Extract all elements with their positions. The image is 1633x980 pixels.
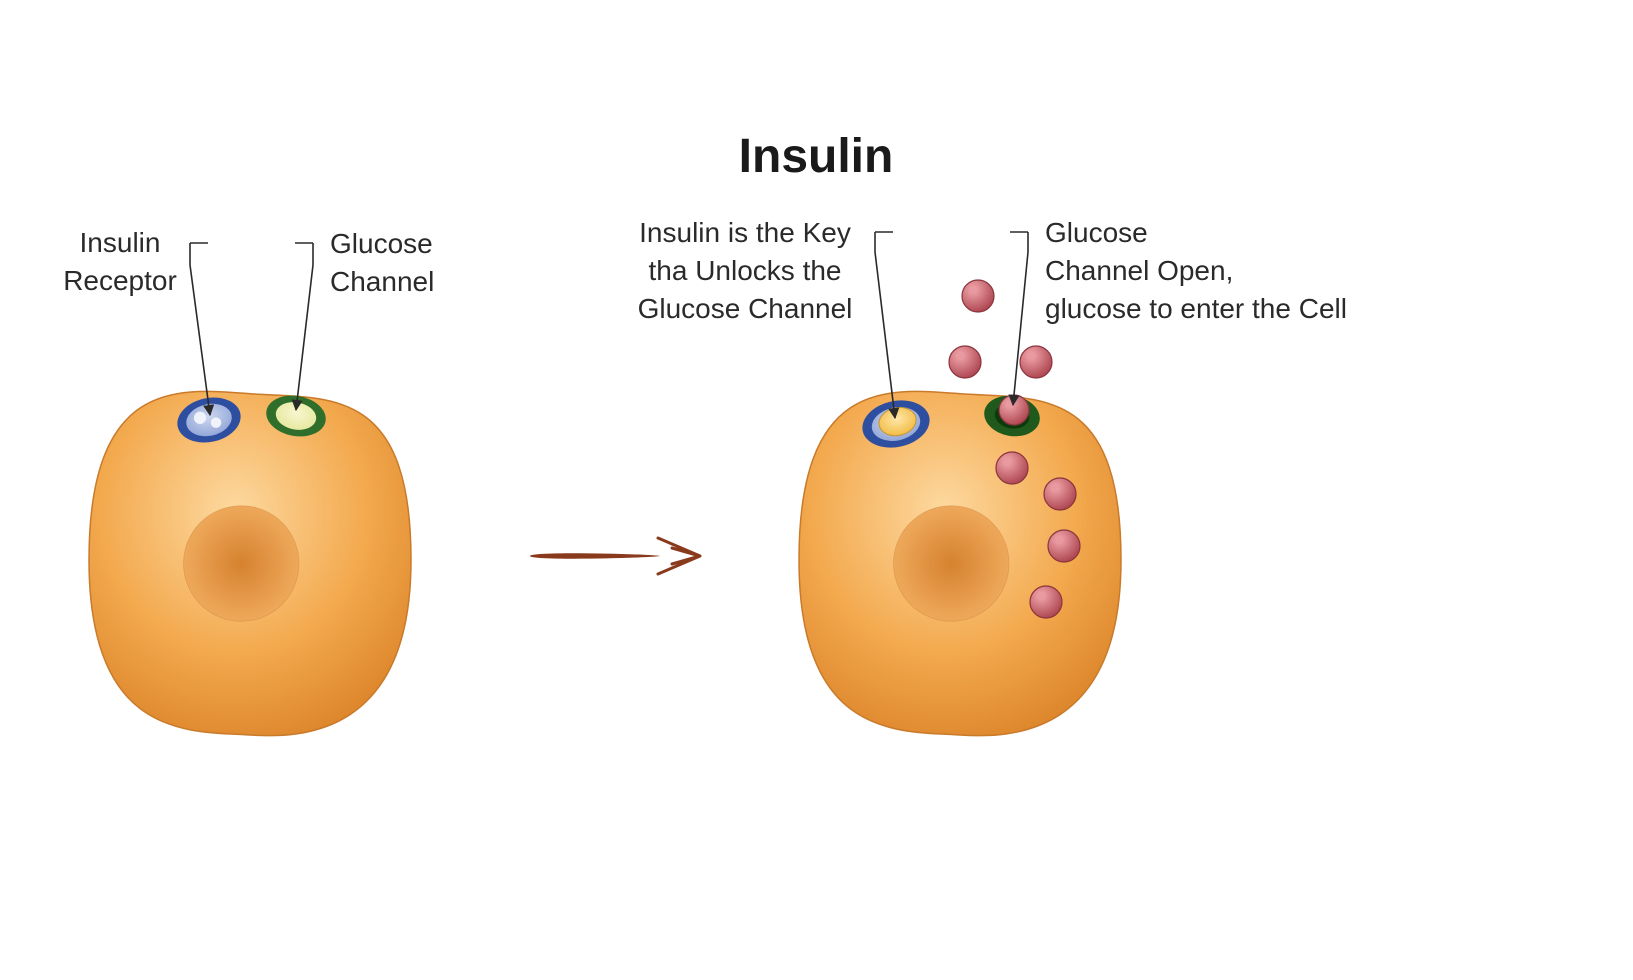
label-insulin_receptor: InsulinReceptor	[63, 227, 210, 415]
label-glucose_channel: GlucoseChannel	[295, 228, 434, 410]
transition-arrow-icon	[530, 538, 700, 574]
glucose-icon	[1020, 346, 1052, 378]
glucose-icon	[1044, 478, 1076, 510]
diagram-title: Insulin	[739, 130, 894, 183]
label-text-insulin_key: Insulin is the Keytha Unlocks theGlucose…	[638, 217, 853, 324]
cell-before	[89, 391, 411, 735]
glucose-icon	[949, 346, 981, 378]
glucose-icon	[1048, 530, 1080, 562]
label-text-channel_open: GlucoseChannel Open,glucose to enter the…	[1045, 217, 1347, 324]
glucose-icon	[1030, 586, 1062, 618]
label-text-insulin_receptor: InsulinReceptor	[63, 227, 177, 296]
glucose-icon	[996, 452, 1028, 484]
label-insulin_key: Insulin is the Keytha Unlocks theGlucose…	[638, 217, 895, 418]
label-channel_open: GlucoseChannel Open,glucose to enter the…	[1010, 217, 1347, 405]
cell-after	[799, 391, 1121, 735]
label-text-glucose_channel: GlucoseChannel	[330, 228, 434, 297]
glucose-icon	[962, 280, 994, 312]
